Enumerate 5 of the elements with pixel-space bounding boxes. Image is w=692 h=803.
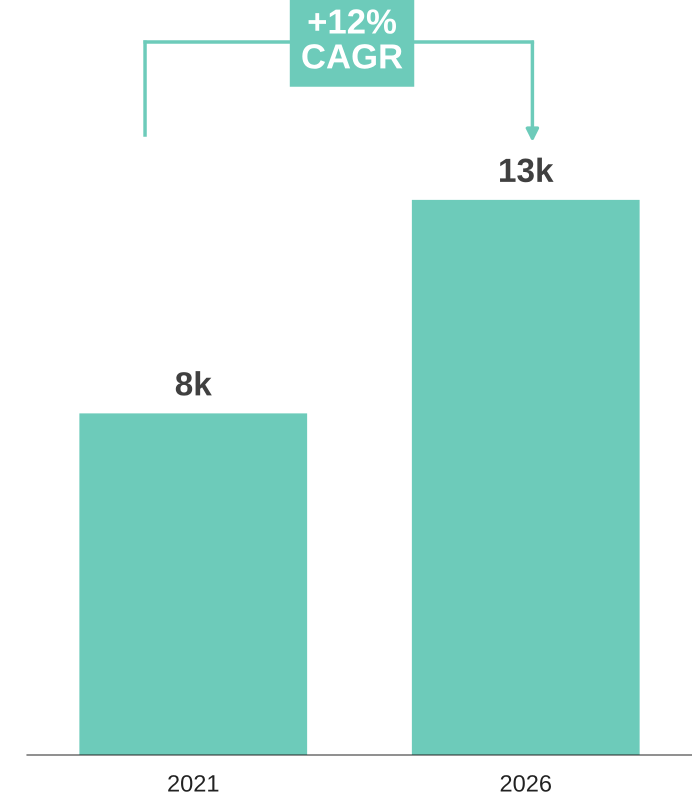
x-tick-label: 2026 — [500, 775, 551, 792]
x-tick-label: 2021 — [168, 775, 218, 792]
data-label: 8k — [176, 371, 212, 396]
data-label: 13k — [500, 158, 554, 182]
text: +12% CAGR — [302, 9, 402, 69]
